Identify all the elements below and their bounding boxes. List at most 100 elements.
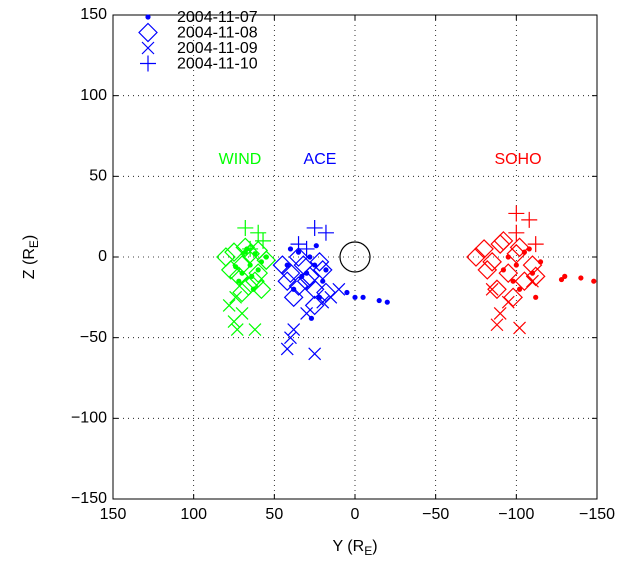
plus-marker <box>250 224 267 241</box>
x-marker <box>248 323 262 337</box>
diamond-marker <box>487 279 507 300</box>
legend-marker <box>141 41 155 55</box>
annotation: WIND <box>219 151 262 168</box>
diamond-marker <box>224 242 244 263</box>
diamond-marker <box>304 279 325 300</box>
earth-circle <box>339 241 371 273</box>
y-tick-label: −150 <box>71 490 107 507</box>
x-tick-label: 150 <box>100 506 127 523</box>
plus-marker <box>527 236 544 253</box>
y-label-main: Z (R <box>21 248 38 279</box>
dot-marker <box>247 262 253 268</box>
x-marker <box>235 307 249 320</box>
y-axis-label: Z (RE) <box>21 235 41 279</box>
x-marker <box>280 342 294 356</box>
x-tick-label: −100 <box>498 506 534 523</box>
dot-marker <box>591 278 597 284</box>
dot-marker <box>578 275 584 281</box>
x-marker <box>308 347 322 361</box>
y-tick-label: −100 <box>71 410 107 427</box>
plus-marker <box>298 240 315 257</box>
x-tick-label: 100 <box>180 506 207 523</box>
dot-marker <box>533 294 539 300</box>
x-tick-label: −150 <box>579 506 615 523</box>
y-tick-label: 150 <box>80 6 107 23</box>
y-tick-label: 50 <box>89 168 107 185</box>
y-tick-label: −50 <box>80 329 107 346</box>
x-marker <box>501 295 515 309</box>
x-marker <box>490 318 504 332</box>
y-tick-label: 100 <box>80 87 107 104</box>
diamond-marker <box>280 263 301 283</box>
legend-marker <box>140 55 156 72</box>
diamond-marker <box>309 251 330 272</box>
dot-marker <box>307 254 313 260</box>
x-tick-label: −50 <box>422 506 449 523</box>
diamond-marker <box>240 243 260 264</box>
plus-marker <box>237 219 254 236</box>
x-marker <box>230 323 244 337</box>
diamond-marker <box>277 271 298 292</box>
dot-marker <box>352 294 358 300</box>
legend-label: 2004-11-10 <box>177 56 258 73</box>
diamond-marker <box>248 263 269 283</box>
diamond-marker <box>466 247 486 267</box>
dot-marker <box>263 254 269 260</box>
dot-marker <box>516 286 523 292</box>
x-marker <box>526 274 539 288</box>
diamond-marker <box>220 260 241 280</box>
diamond-marker <box>288 247 309 267</box>
diamond-marker <box>474 239 494 259</box>
dot-marker <box>287 246 294 252</box>
x-axis-label: Y (RE) <box>332 538 377 558</box>
diamond-marker <box>493 231 514 251</box>
dot-marker <box>562 273 568 279</box>
dot-marker <box>360 294 366 300</box>
x-tick-label: 50 <box>265 506 283 523</box>
diamond-marker <box>232 282 252 303</box>
diamond-marker <box>235 237 256 258</box>
legend-label: 2004-11-08 <box>177 25 258 42</box>
legend-label: 2004-11-09 <box>177 40 258 57</box>
dot-marker <box>323 267 329 273</box>
dot-marker <box>376 297 382 304</box>
dot-marker <box>558 276 565 283</box>
dot-marker <box>384 299 390 305</box>
dot-marker <box>500 267 507 273</box>
y-label-end: ) <box>21 235 38 240</box>
diamond-marker <box>514 271 535 292</box>
plus-marker <box>242 240 259 257</box>
diamond-marker <box>509 237 530 258</box>
dot-marker <box>513 262 519 268</box>
diamond-marker <box>522 255 543 275</box>
dot-marker <box>295 249 302 255</box>
dot-marker <box>233 264 239 270</box>
x-label-main: Y (R <box>332 538 364 555</box>
plus-marker <box>508 224 525 241</box>
diamond-marker <box>232 255 252 275</box>
dot-marker <box>320 278 326 284</box>
x-marker <box>332 282 346 296</box>
y-tick-label: 0 <box>98 248 107 265</box>
x-label-sub: E <box>364 544 372 558</box>
dot-marker <box>312 262 318 268</box>
plus-marker <box>521 211 538 228</box>
y-label-sub: E <box>27 240 41 248</box>
legend-marker <box>138 22 158 43</box>
x-marker <box>316 295 330 309</box>
dot-marker <box>255 267 261 273</box>
annotation: SOHO <box>494 151 541 168</box>
diamond-marker <box>304 295 325 316</box>
plus-marker <box>317 224 334 241</box>
x-label-end: ) <box>372 538 377 555</box>
diamond-marker <box>299 266 320 287</box>
diamond-marker <box>477 260 498 280</box>
diamond-marker <box>228 266 249 287</box>
x-marker <box>284 331 297 345</box>
plus-marker <box>306 219 323 236</box>
plus-marker <box>290 236 307 253</box>
diamond-marker <box>312 260 333 280</box>
dot-marker <box>236 278 242 284</box>
